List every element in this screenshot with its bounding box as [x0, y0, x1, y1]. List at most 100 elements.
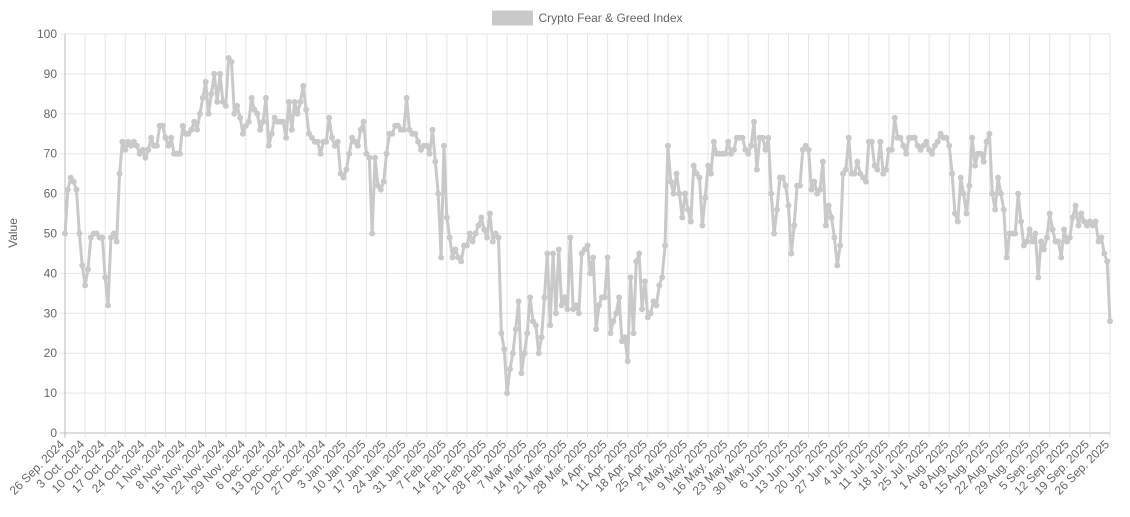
data-point: [552, 310, 559, 317]
data-point: [1029, 238, 1036, 245]
data-point: [1104, 258, 1111, 265]
data-point: [639, 306, 646, 313]
data-point: [837, 242, 844, 249]
data-point: [1040, 246, 1047, 253]
data-point: [676, 190, 683, 197]
data-point: [535, 350, 542, 357]
data-point: [222, 102, 229, 109]
data-point: [550, 250, 557, 257]
data-point: [99, 234, 106, 241]
data-point: [573, 302, 580, 309]
data-point: [346, 150, 353, 157]
data-point: [834, 262, 841, 269]
data-point: [475, 222, 482, 229]
data-point: [773, 206, 780, 213]
y-tick-label: 60: [44, 187, 58, 201]
data-point: [739, 134, 746, 141]
data-point: [119, 138, 126, 145]
data-point: [463, 242, 470, 249]
data-point: [133, 142, 140, 149]
data-point: [613, 310, 620, 317]
data-point: [1023, 238, 1030, 245]
data-point: [782, 182, 789, 189]
data-point: [759, 134, 766, 141]
data-point: [472, 230, 479, 237]
data-point: [710, 138, 717, 145]
data-point: [567, 234, 574, 241]
data-point: [84, 266, 91, 273]
data-point: [486, 210, 493, 217]
data-point: [403, 94, 410, 101]
data-point: [997, 190, 1004, 197]
data-point: [116, 170, 123, 177]
data-point: [825, 202, 832, 209]
data-point: [1072, 202, 1079, 209]
data-point: [113, 238, 120, 245]
data-point: [466, 230, 473, 237]
data-point: [957, 174, 964, 181]
data-point: [819, 158, 826, 165]
data-point: [900, 142, 907, 149]
data-point: [702, 194, 709, 201]
data-point: [616, 294, 623, 301]
data-point: [64, 186, 71, 193]
data-point: [168, 134, 175, 141]
data-point: [366, 154, 373, 161]
data-point: [992, 206, 999, 213]
data-point: [1000, 206, 1007, 213]
data-point: [751, 118, 758, 125]
data-point: [179, 122, 186, 129]
data-point: [268, 130, 275, 137]
data-point: [667, 178, 674, 185]
data-point: [604, 254, 611, 261]
data-point: [237, 114, 244, 121]
data-point: [435, 190, 442, 197]
data-point: [283, 134, 290, 141]
data-point: [682, 190, 689, 197]
data-point: [851, 170, 858, 177]
data-point: [214, 98, 221, 105]
data-point: [79, 262, 86, 269]
data-point: [845, 134, 852, 141]
data-point: [1069, 214, 1076, 221]
data-point: [1035, 274, 1042, 281]
data-point: [285, 98, 292, 105]
data-point: [891, 114, 898, 121]
data-point: [257, 126, 264, 133]
data-point: [314, 138, 321, 145]
data-point: [903, 150, 910, 157]
data-point: [1018, 218, 1025, 225]
data-point: [771, 230, 778, 237]
data-point: [696, 174, 703, 181]
data-point: [768, 190, 775, 197]
data-point: [762, 146, 769, 153]
data-point: [954, 218, 961, 225]
data-point: [679, 214, 686, 221]
data-point: [842, 166, 849, 173]
data-point: [684, 206, 691, 213]
data-point: [254, 110, 261, 117]
data-point: [796, 182, 803, 189]
data-point: [1043, 234, 1050, 241]
data-point: [1078, 210, 1085, 217]
data-point: [601, 294, 608, 301]
data-point: [753, 166, 760, 173]
y-tick-label: 20: [44, 346, 58, 360]
data-point: [142, 154, 149, 161]
data-point: [1075, 222, 1082, 229]
data-point: [564, 306, 571, 313]
data-point: [748, 142, 755, 149]
y-tick-label: 100: [37, 27, 57, 41]
data-point: [334, 138, 341, 145]
data-point: [983, 138, 990, 145]
data-point: [1101, 250, 1108, 257]
data-point: [610, 318, 617, 325]
data-point: [443, 214, 450, 221]
data-point: [248, 94, 255, 101]
data-point: [498, 330, 505, 337]
data-point: [538, 334, 545, 341]
y-tick-label: 80: [44, 107, 58, 121]
data-point: [328, 134, 335, 141]
data-point: [527, 294, 534, 301]
data-point: [440, 142, 447, 149]
